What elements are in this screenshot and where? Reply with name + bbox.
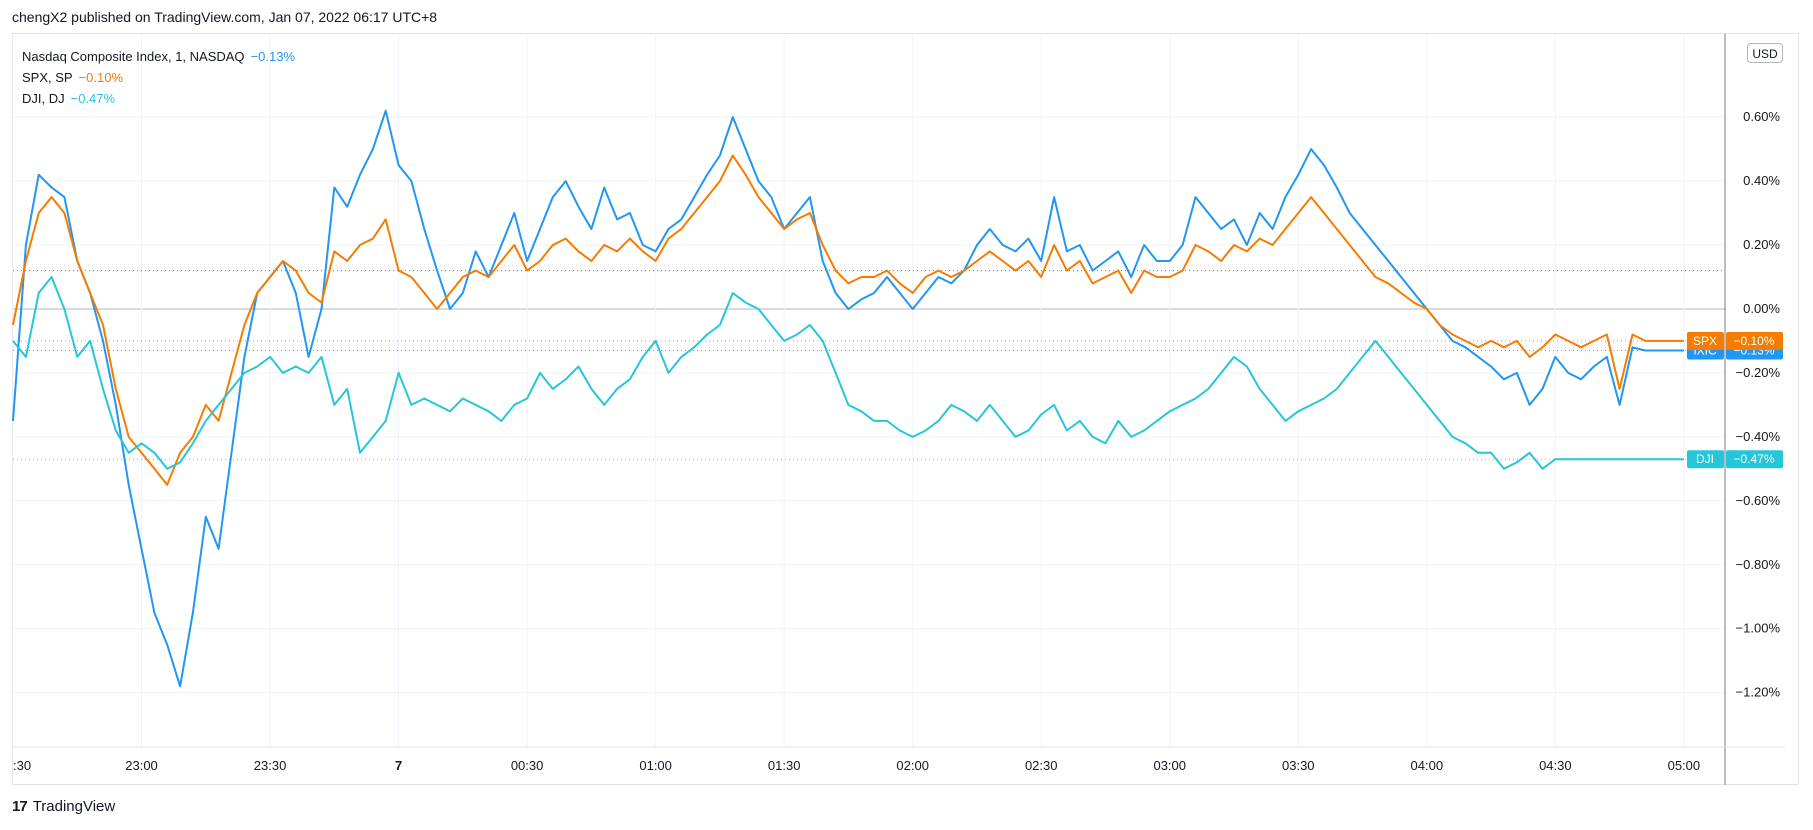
legend-dji-name: DJI, DJ	[22, 91, 65, 106]
x-tick-label: 02:00	[896, 758, 929, 773]
footer: 17 TradingView	[12, 798, 115, 815]
y-tick-label: −0.40%	[1736, 429, 1781, 444]
x-tick-label: 23:00	[125, 758, 158, 773]
y-tick-label: 0.00%	[1743, 301, 1780, 316]
series-line-ixic	[12, 109, 1684, 688]
value-tag-box	[1726, 331, 1783, 350]
series-tag-name: SPX	[1693, 334, 1717, 348]
x-tick-label: 23:30	[254, 758, 287, 773]
x-tick-label: 00:30	[511, 758, 544, 773]
tradingview-logo-icon: 17	[12, 798, 28, 815]
legend-ixic-name: Nasdaq Composite Index, 1, NASDAQ	[22, 49, 245, 64]
x-tick-label: 7	[395, 758, 402, 773]
footer-brand: TradingView	[32, 798, 116, 815]
x-tick-label: 01:00	[639, 758, 672, 773]
y-tick-label: −1.20%	[1736, 685, 1781, 700]
legend-row-spx[interactable]: SPX, SP −0.10%	[22, 67, 295, 88]
value-tag-box	[1726, 450, 1783, 469]
x-tick-label: 03:00	[1153, 758, 1186, 773]
currency-badge[interactable]: USD	[1747, 43, 1783, 63]
x-tick-label: :30	[13, 758, 31, 773]
x-tick-label: 05:00	[1668, 758, 1701, 773]
legend-spx-name: SPX, SP	[22, 70, 73, 85]
x-tick-label: 01:30	[768, 758, 801, 773]
value-tag-text: −0.10%	[1733, 334, 1774, 348]
legend: Nasdaq Composite Index, 1, NASDAQ −0.13% …	[22, 46, 295, 109]
publisher-caption: chengX2 published on TradingView.com, Ja…	[12, 9, 438, 25]
legend-row-ixic[interactable]: Nasdaq Composite Index, 1, NASDAQ −0.13%	[22, 46, 295, 67]
y-tick-label: 0.60%	[1743, 109, 1780, 124]
last-value-tag-spx: SPX −0.10%	[1687, 331, 1783, 350]
legend-row-dji[interactable]: DJI, DJ −0.47%	[22, 88, 295, 109]
legend-ixic-value: −0.13%	[250, 49, 296, 64]
x-tick-label: 02:30	[1025, 758, 1058, 773]
y-tick-label: −0.20%	[1736, 365, 1781, 380]
x-tick-label: 04:00	[1411, 758, 1444, 773]
legend-spx-value: −0.10%	[78, 70, 124, 85]
series-tag-box	[1687, 331, 1724, 350]
y-tick-label: −0.60%	[1736, 493, 1781, 508]
value-tag-text: −0.47%	[1733, 452, 1774, 466]
series-line-dji	[12, 276, 1684, 470]
series-tag-box	[1687, 450, 1724, 469]
y-tick-label: −0.80%	[1736, 557, 1781, 572]
series-tag-name: DJI	[1696, 452, 1714, 466]
x-tick-label: 03:30	[1282, 758, 1315, 773]
legend-dji-value: −0.47%	[70, 91, 116, 106]
x-tick-label: 04:30	[1539, 758, 1572, 773]
y-tick-label: 0.40%	[1743, 173, 1780, 188]
y-tick-label: −1.00%	[1736, 621, 1781, 636]
series-line-spx	[12, 154, 1684, 486]
last-value-tag-dji: DJI −0.47%	[1687, 450, 1783, 469]
y-tick-label: 0.20%	[1743, 237, 1780, 252]
